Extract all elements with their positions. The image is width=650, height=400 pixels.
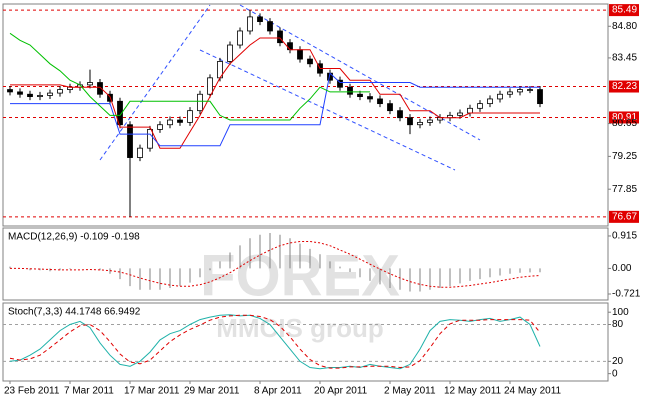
candle-body bbox=[407, 117, 413, 126]
candle-body bbox=[387, 103, 393, 112]
x-tick-label: 20 Apr 2011 bbox=[314, 386, 368, 397]
candle-body bbox=[147, 129, 153, 149]
candle-body bbox=[87, 82, 93, 86]
level-label-box bbox=[609, 210, 639, 223]
level-label: 85.49 bbox=[612, 5, 637, 16]
macd-panel bbox=[2, 227, 609, 301]
candle-body bbox=[367, 96, 373, 100]
y-tick-label: 20 bbox=[612, 356, 624, 367]
x-tick-label: 8 Apr 2011 bbox=[254, 386, 302, 397]
candle-body bbox=[267, 21, 273, 32]
x-tick-label: 23 Feb 2011 bbox=[4, 386, 60, 397]
y-tick-label: 77.85 bbox=[612, 184, 637, 195]
x-tick-label: 29 Mar 2011 bbox=[184, 386, 240, 397]
y-tick-label: 80.65 bbox=[612, 118, 637, 129]
candle-body bbox=[507, 91, 513, 95]
indicator-line bbox=[9, 32, 370, 121]
candle-body bbox=[137, 147, 143, 158]
y-tick-label: 0.915 bbox=[612, 231, 637, 242]
candle-body bbox=[517, 89, 523, 93]
candle-body bbox=[417, 121, 423, 126]
x-tick-label: 2 May 2011 bbox=[384, 386, 436, 397]
candle-body bbox=[337, 79, 343, 88]
candle-body bbox=[527, 89, 533, 91]
candle-body bbox=[127, 124, 133, 158]
x-tick-label: 24 May 2011 bbox=[504, 386, 562, 397]
indicator-line bbox=[9, 314, 541, 369]
candle-body bbox=[47, 92, 53, 96]
candle-body bbox=[27, 93, 33, 97]
candle-body bbox=[467, 107, 473, 114]
price-panel bbox=[2, 3, 609, 227]
y-tick-label: 83.45 bbox=[612, 53, 637, 64]
level-label-box bbox=[609, 111, 639, 124]
watermark-tagline: MMCIS group bbox=[216, 313, 384, 343]
x-tick-label: 17 Mar 2011 bbox=[124, 386, 180, 397]
candle-body bbox=[97, 82, 103, 95]
level-label: 82.23 bbox=[612, 81, 637, 92]
candle-body bbox=[487, 98, 493, 105]
candle-body bbox=[117, 100, 123, 126]
y-tick-label: 80 bbox=[612, 319, 624, 330]
candle-body bbox=[37, 95, 43, 97]
y-tick-label: -0.721 bbox=[612, 289, 641, 300]
candle-body bbox=[197, 93, 203, 112]
stoch-panel bbox=[2, 302, 609, 382]
candle-body bbox=[377, 98, 383, 105]
x-tick-label: 12 May 2011 bbox=[444, 386, 502, 397]
trend-line bbox=[199, 49, 456, 171]
y-tick-label: 84.80 bbox=[612, 21, 637, 32]
indicator-line bbox=[9, 314, 541, 370]
x-tick-label: 7 Mar 2011 bbox=[64, 386, 114, 397]
candle-body bbox=[497, 93, 503, 100]
panel-title: Stoch(7,3,3) 44.1748 66.9492 bbox=[8, 307, 141, 318]
level-label-box bbox=[609, 4, 639, 17]
candle-body bbox=[167, 119, 173, 126]
indicator-line bbox=[10, 37, 540, 149]
trend-line bbox=[99, 4, 211, 161]
panel-title: MACD(12,26,9) -0.109 -0.198 bbox=[8, 232, 140, 243]
candle-body bbox=[457, 112, 463, 116]
candle-body bbox=[227, 44, 233, 62]
y-tick-label: 0 bbox=[612, 368, 618, 379]
candle-body bbox=[57, 89, 63, 94]
candle-body bbox=[427, 119, 433, 123]
level-label: 80.91 bbox=[612, 112, 637, 123]
candle-body bbox=[277, 30, 283, 44]
candle-body bbox=[187, 110, 193, 123]
candle-body bbox=[7, 89, 13, 93]
y-tick-label: 0.00 bbox=[612, 263, 632, 274]
y-tick-label: 79.25 bbox=[612, 151, 637, 162]
candle-body bbox=[307, 58, 313, 65]
candle-body bbox=[237, 30, 243, 46]
candle-body bbox=[477, 103, 483, 109]
level-label: 76.67 bbox=[612, 211, 637, 222]
indicator-line bbox=[10, 72, 540, 147]
candle-body bbox=[17, 91, 23, 95]
candle-body bbox=[357, 93, 363, 97]
indicator-line bbox=[10, 241, 541, 288]
candle-body bbox=[247, 16, 253, 32]
candle-body bbox=[297, 49, 303, 60]
candle-body bbox=[347, 86, 353, 95]
level-label-box bbox=[609, 80, 639, 93]
candle-body bbox=[207, 77, 213, 95]
candle-body bbox=[397, 110, 403, 119]
candle-body bbox=[157, 124, 163, 130]
candle-body bbox=[537, 89, 543, 105]
y-tick-label: 100 bbox=[612, 307, 629, 318]
candle-body bbox=[287, 42, 293, 51]
candle-body bbox=[257, 16, 263, 22]
candle-body bbox=[177, 119, 183, 123]
